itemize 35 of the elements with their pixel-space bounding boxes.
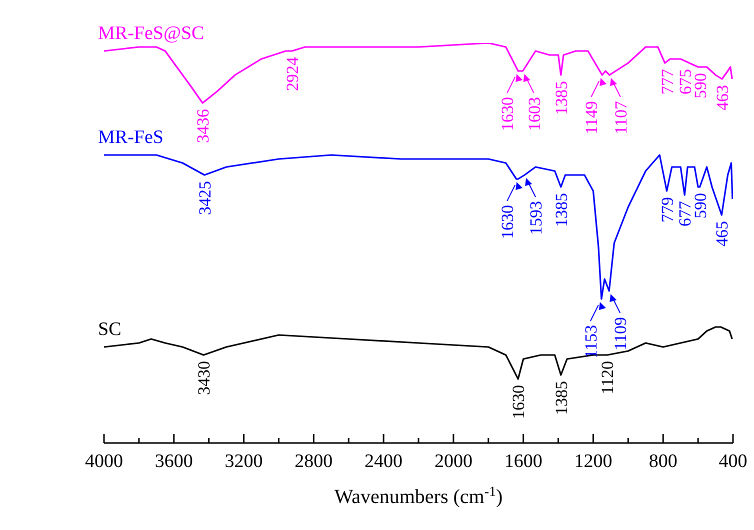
x-tick-label: 2000 [434,451,472,472]
x-tick-label: 2800 [294,451,333,472]
annotation: 1107 [611,100,630,134]
annotation: 1153 [581,325,600,358]
annotation: 779 [658,197,677,222]
annotation: 2924 [283,56,302,91]
annotation: 3436 [194,109,213,143]
annotation: 1385 [552,381,571,415]
x-tick-label: 400 [718,451,748,472]
x-tick-label: 800 [648,451,678,472]
annotation: 465 [712,221,732,246]
x-tick-label: 1600 [504,451,542,472]
series-label: MR-FeS [98,127,164,148]
annotation: 777 [658,68,678,94]
x-tick-label: 3200 [224,451,263,472]
annotation: 1109 [611,317,630,350]
x-tick-label: 3600 [154,451,193,472]
annotation: 1630 [509,385,528,419]
annotation: 1120 [598,361,618,394]
x-tick-label: 1200 [574,451,612,472]
annotation: 3430 [194,361,214,395]
annotation: 1385 [552,193,571,227]
annotation: 1149 [582,101,602,134]
annotation: 1593 [526,201,546,235]
annotation: 1630 [498,205,518,239]
annotation: 1385 [552,81,571,115]
annotation: 1630 [498,97,518,131]
x-tick-label: 4000 [85,451,123,472]
annotation: 463 [712,85,732,110]
annotation: 1603 [524,97,544,131]
series-label: SC [98,319,122,340]
x-axis-title: Wavenumbers (cm$^{-1}$) [334,484,503,508]
x-tick-label: 2400 [364,451,403,472]
annotation: 3425 [195,181,214,215]
series-label: MR-FeS@SC [98,23,204,44]
